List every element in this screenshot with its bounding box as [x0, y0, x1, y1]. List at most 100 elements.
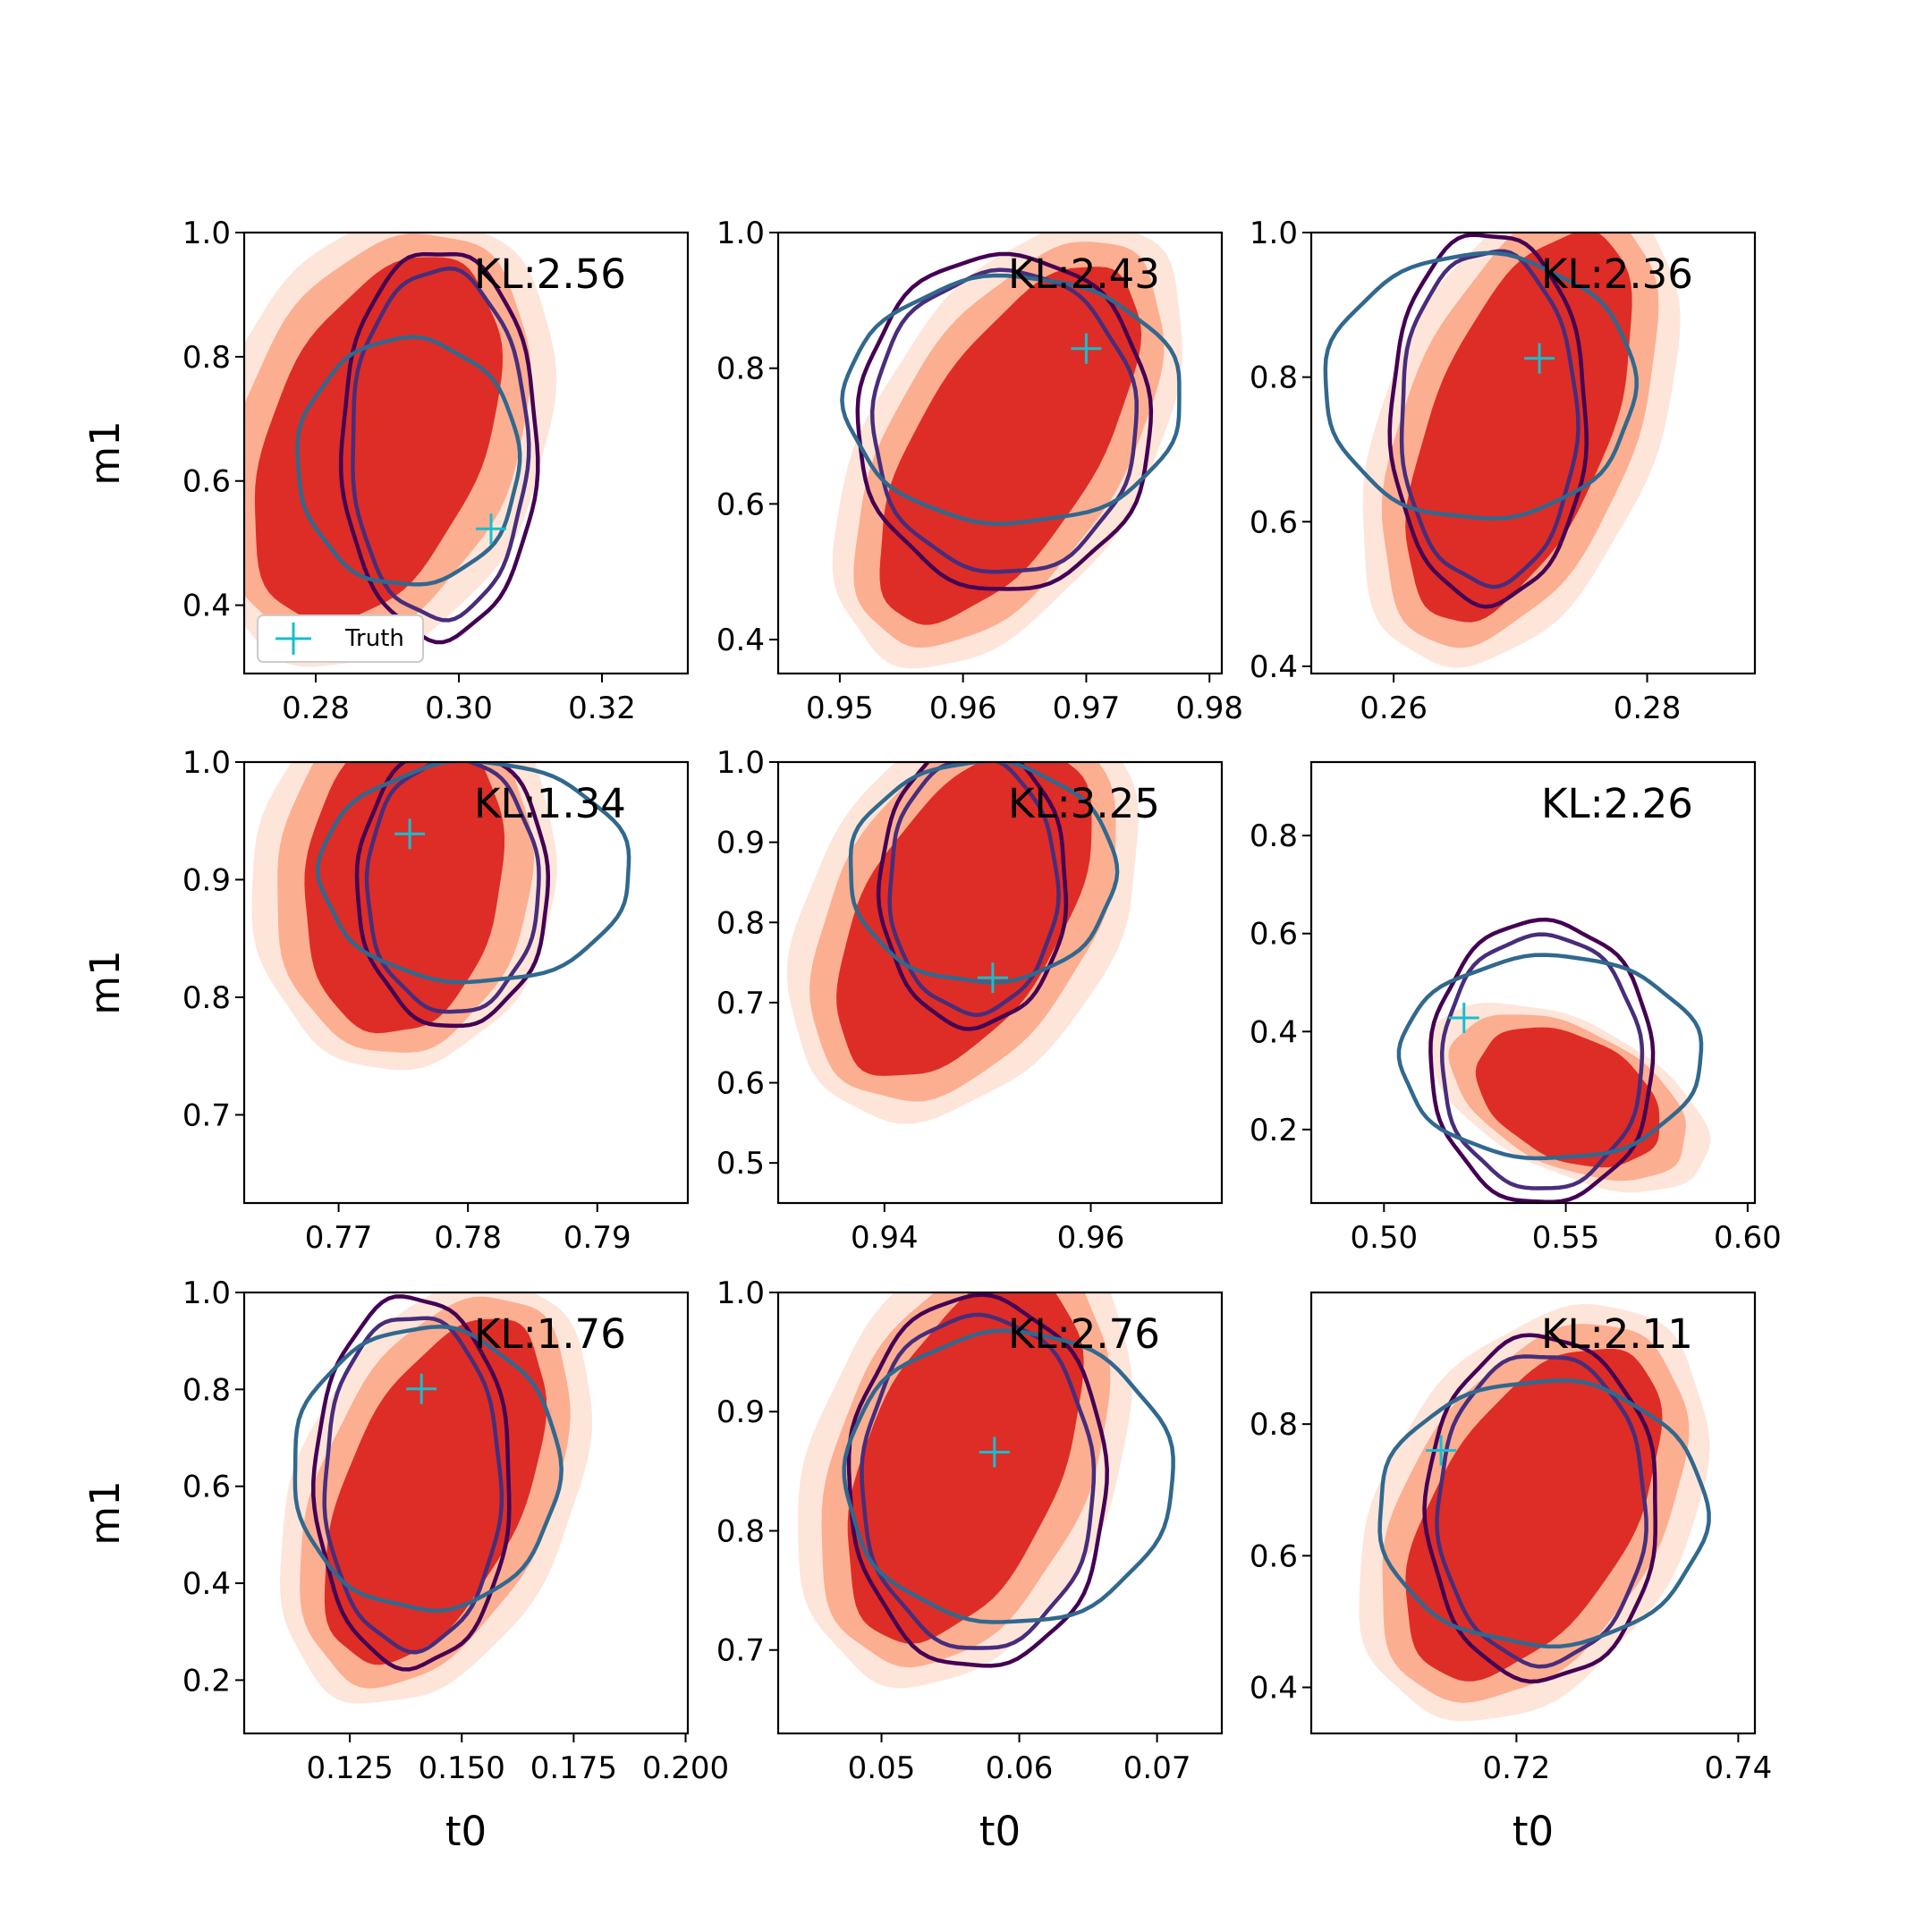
panel-2: 0.95 0.96 0.97 0.98 0.4 0.6 0.8 1.0 KL:2.43 — [716, 216, 1243, 726]
y-tick-label: 0.4 — [1250, 1014, 1298, 1050]
axes-frame — [1309, 1291, 1757, 1735]
x-axis-label: t0 — [979, 1808, 1021, 1855]
x-tick-label: 0.95 — [806, 691, 874, 726]
axes-frame — [242, 1291, 690, 1735]
kl-annotation: KL:2.36 — [1541, 250, 1693, 298]
contour-inner — [842, 1328, 1175, 1624]
y-tick-label: 0.8 — [182, 340, 231, 376]
y-tick-label: 0.7 — [182, 1097, 231, 1133]
contour-outer — [311, 1294, 512, 1672]
x-tick-label: 0.77 — [305, 1220, 373, 1256]
contour-mid — [322, 1316, 504, 1655]
axes-frame — [776, 760, 1224, 1205]
x-tick-label: 0.98 — [1175, 691, 1243, 726]
y-tick-label: 0.6 — [1250, 917, 1298, 953]
contour-outer — [1387, 233, 1589, 609]
y-tick-label: 0.8 — [716, 905, 765, 941]
y-tick-label: 0.6 — [716, 487, 765, 522]
truth-marker — [394, 818, 426, 850]
x-tick-label: 0.07 — [1123, 1750, 1191, 1786]
axes-frame — [1309, 231, 1757, 675]
y-tick-label: 0.4 — [1250, 1670, 1298, 1706]
panel-6: 0.50 0.55 0.60 0.2 0.4 0.6 0.8 KL:2.26 — [1250, 760, 1782, 1256]
contour-inner — [848, 762, 1120, 985]
y-tick-label: 0.2 — [1250, 1113, 1298, 1148]
y-tick-label: 0.8 — [1250, 818, 1298, 854]
panel-7: 0.125 0.150 0.175 0.200 0.2 0.4 0.6 0.8 1.0 KL:1.… — [81, 1275, 729, 1855]
y-tick-label: 0.8 — [716, 1513, 765, 1549]
contour-mid — [887, 762, 1061, 1018]
density-fill-inner — [847, 1292, 1084, 1644]
density-fill-inner — [879, 267, 1142, 625]
contour-outer — [338, 251, 540, 645]
panel-plot-area — [832, 233, 1182, 669]
x-tick-label: 0.30 — [425, 691, 493, 726]
legend-box — [257, 614, 424, 663]
contour-mid — [1399, 249, 1580, 589]
kl-annotation: KL:2.26 — [1541, 780, 1693, 827]
x-tick-label: 0.200 — [642, 1750, 729, 1786]
y-tick-label: 0.6 — [1250, 504, 1298, 540]
x-tick-label: 0.60 — [1714, 1220, 1782, 1256]
kl-annotation: KL:2.76 — [1008, 1310, 1160, 1358]
contour-mid — [1439, 932, 1645, 1191]
panel-plot-area — [251, 762, 631, 1071]
x-tick-label: 0.28 — [1614, 691, 1682, 726]
x-tick-label: 0.26 — [1360, 691, 1428, 726]
panel-1: 0.28 0.30 0.32 0.4 0.6 0.8 1.0 KL:2.56 m1 Truth — [81, 216, 690, 726]
y-tick-label: 0.6 — [1250, 1538, 1298, 1574]
legend-truth-marker — [275, 623, 311, 655]
y-axis-label: m1 — [81, 1480, 129, 1545]
y-tick-label: 0.7 — [716, 1633, 765, 1669]
panel-plot-area — [1359, 1303, 1711, 1722]
x-tick-label: 0.05 — [848, 1750, 916, 1786]
y-tick-label: 0.8 — [1250, 1407, 1298, 1443]
density-fill-inner — [836, 762, 1092, 1076]
contour-inner — [840, 273, 1182, 526]
contour-mid — [351, 266, 531, 623]
y-tick-label: 0.9 — [716, 1394, 765, 1430]
y-tick-label: 0.8 — [182, 1372, 231, 1408]
contour-inner — [1323, 250, 1639, 521]
x-tick-label: 0.150 — [419, 1750, 505, 1786]
y-tick-label: 1.0 — [182, 1275, 231, 1311]
x-tick-label: 0.97 — [1053, 691, 1121, 726]
contour-outer — [855, 251, 1154, 591]
axes-frame — [242, 760, 690, 1205]
y-tick-label: 1.0 — [182, 745, 231, 781]
x-tick-label: 0.175 — [530, 1750, 617, 1786]
y-tick-label: 1.0 — [1250, 216, 1298, 251]
x-tick-label: 0.28 — [282, 691, 350, 726]
x-tick-label: 0.55 — [1532, 1220, 1600, 1256]
axes-frame — [776, 231, 1224, 675]
kl-annotation: KL:1.76 — [474, 1310, 626, 1358]
legend-label: Truth — [344, 625, 404, 652]
panel-plot-area — [280, 1292, 592, 1704]
truth-marker — [476, 513, 506, 545]
x-tick-label: 0.74 — [1705, 1750, 1773, 1786]
y-tick-label: 0.9 — [182, 862, 231, 898]
panel-plot-area — [798, 1292, 1175, 1689]
truth-marker — [979, 1436, 1010, 1468]
contour-mid — [869, 267, 1139, 574]
x-tick-label: 0.06 — [986, 1750, 1054, 1786]
y-tick-label: 0.8 — [716, 352, 765, 387]
axes-frame — [1309, 760, 1757, 1205]
y-tick-label: 0.4 — [182, 1566, 231, 1602]
contour-inner — [295, 335, 522, 587]
x-tick-label: 0.94 — [851, 1220, 919, 1256]
kl-annotation: KL:3.25 — [1008, 780, 1160, 827]
truth-marker — [1524, 343, 1555, 374]
y-tick-label: 0.2 — [182, 1663, 231, 1699]
x-tick-label: 0.72 — [1483, 1750, 1551, 1786]
contour-outer — [846, 1292, 1109, 1668]
x-axis-label: t0 — [1513, 1808, 1554, 1855]
x-tick-label: 0.32 — [568, 691, 636, 726]
y-tick-label: 0.6 — [182, 1470, 231, 1505]
density-fill-inner — [1475, 1027, 1660, 1168]
contour-inner — [315, 762, 631, 985]
y-tick-label: 0.4 — [1250, 649, 1298, 685]
density-fill-inner — [304, 762, 505, 1034]
y-axis-label: m1 — [81, 950, 129, 1014]
y-tick-label: 0.8 — [1250, 360, 1298, 396]
